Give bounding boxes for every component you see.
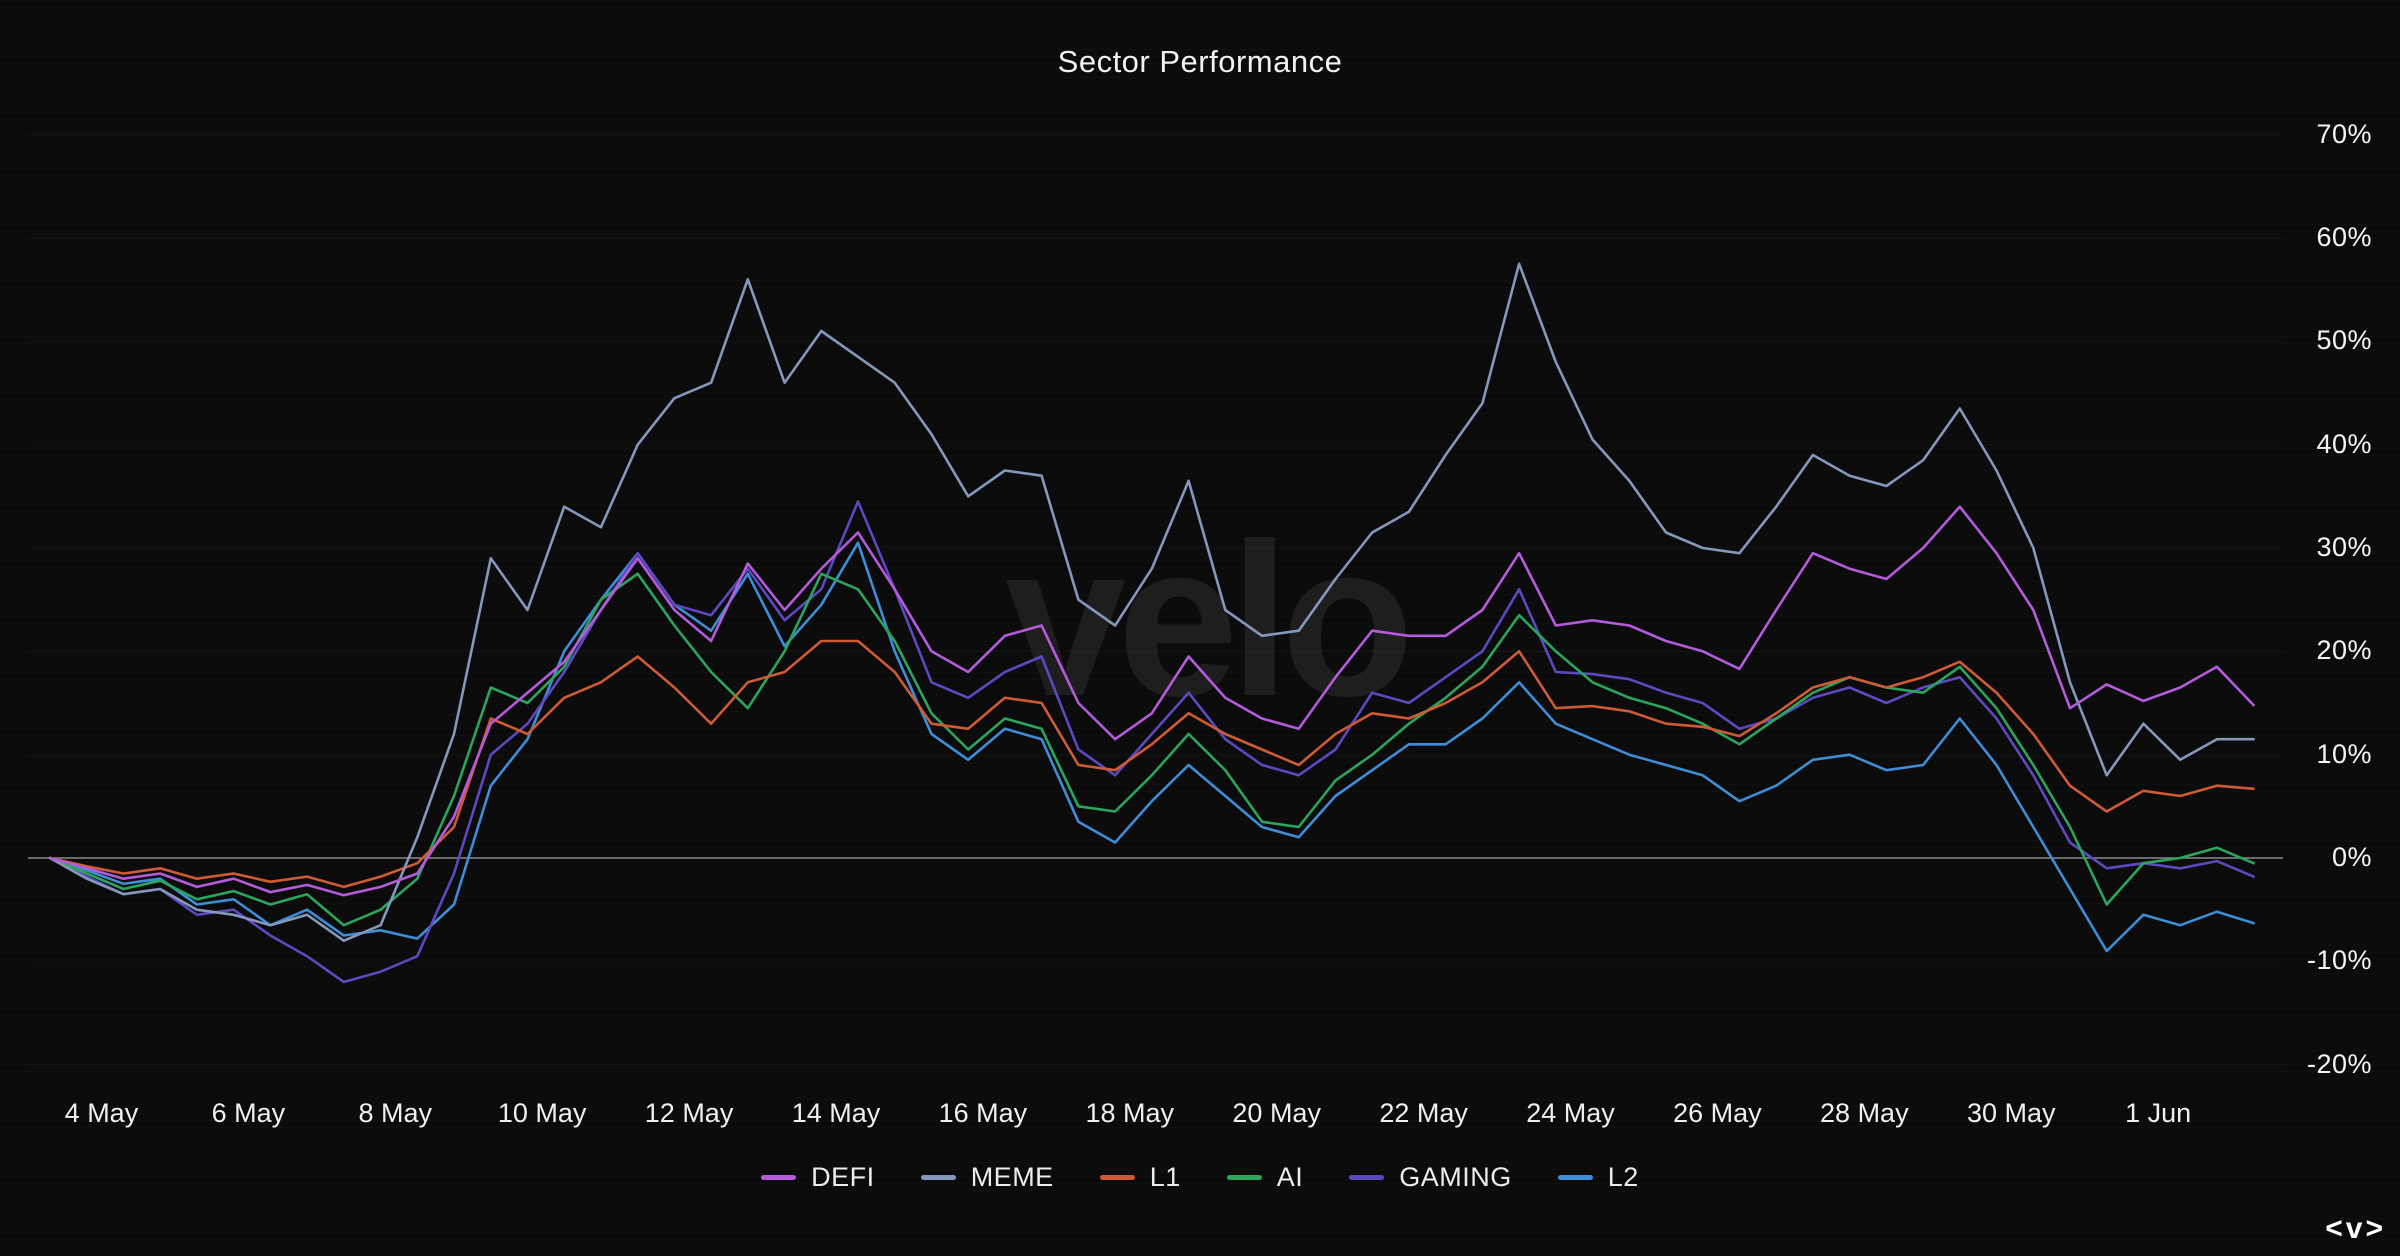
series-line-ai[interactable] bbox=[48, 572, 2255, 927]
y-tick-label: 20% bbox=[2316, 635, 2372, 666]
legend-swatch-icon bbox=[1099, 1175, 1135, 1180]
legend-swatch-icon bbox=[761, 1175, 797, 1180]
y-tick-label: 10% bbox=[2316, 738, 2372, 769]
legend-label: L1 bbox=[1149, 1162, 1181, 1192]
legend-swatch-icon bbox=[1349, 1175, 1385, 1180]
series-line-l2[interactable] bbox=[48, 541, 2255, 953]
legend-swatch-icon bbox=[1557, 1175, 1593, 1180]
series-line-meme[interactable] bbox=[48, 262, 2255, 943]
x-tick-label: 6 May bbox=[211, 1098, 286, 1128]
legend-swatch-icon bbox=[920, 1175, 956, 1180]
x-tick-label: 18 May bbox=[1085, 1098, 1175, 1128]
x-tick-label: 14 May bbox=[791, 1098, 881, 1128]
series-line-defi[interactable] bbox=[48, 505, 2255, 897]
legend: DEFI MEME L1 AI GAMING L2 bbox=[0, 1162, 2400, 1193]
x-tick-label: 24 May bbox=[1526, 1098, 1615, 1128]
y-tick-label: 30% bbox=[2316, 532, 2372, 562]
legend-label: AI bbox=[1276, 1162, 1304, 1192]
x-tick-label: 10 May bbox=[497, 1098, 587, 1128]
x-tick-label: 4 May bbox=[64, 1098, 139, 1128]
y-tick-label: 50% bbox=[2316, 325, 2372, 356]
x-tick-label: 8 May bbox=[358, 1098, 433, 1128]
legend-label: GAMING bbox=[1399, 1162, 1512, 1192]
legend-label: L2 bbox=[1607, 1162, 1639, 1192]
legend-label: MEME bbox=[970, 1162, 1054, 1192]
y-tick-label: -20% bbox=[2306, 1048, 2372, 1079]
y-tick-label: 0% bbox=[2331, 842, 2372, 872]
x-tick-label: 22 May bbox=[1379, 1098, 1468, 1128]
velo-logo: <v> bbox=[2325, 1212, 2386, 1245]
x-tick-label: 16 May bbox=[938, 1098, 1028, 1128]
x-tick-label: 30 May bbox=[1966, 1098, 2056, 1128]
x-tick-label: 26 May bbox=[1673, 1098, 1762, 1128]
x-tick-label: 1 Jun bbox=[2125, 1098, 2192, 1128]
legend-item-defi[interactable]: DEFI bbox=[761, 1162, 875, 1193]
legend-item-gaming[interactable]: GAMING bbox=[1349, 1162, 1512, 1193]
legend-item-l1[interactable]: L1 bbox=[1099, 1162, 1181, 1193]
y-tick-label: 60% bbox=[2316, 222, 2372, 252]
chart-title: Sector Performance bbox=[1057, 44, 1343, 79]
x-tick-label: 12 May bbox=[644, 1098, 734, 1128]
y-tick-label: 70% bbox=[2316, 118, 2372, 149]
x-tick-label: 20 May bbox=[1232, 1098, 1321, 1128]
legend-label: DEFI bbox=[811, 1162, 875, 1192]
series-line-gaming[interactable] bbox=[48, 500, 2255, 984]
y-tick-label: -10% bbox=[2306, 945, 2372, 976]
x-tick-label: 28 May bbox=[1820, 1098, 1909, 1128]
legend-item-ai[interactable]: AI bbox=[1226, 1162, 1304, 1193]
legend-item-meme[interactable]: MEME bbox=[920, 1162, 1054, 1193]
legend-item-l2[interactable]: L2 bbox=[1557, 1162, 1639, 1193]
y-tick-label: 40% bbox=[2316, 428, 2372, 459]
legend-swatch-icon bbox=[1226, 1175, 1262, 1180]
series-line-l1[interactable] bbox=[48, 639, 2255, 889]
